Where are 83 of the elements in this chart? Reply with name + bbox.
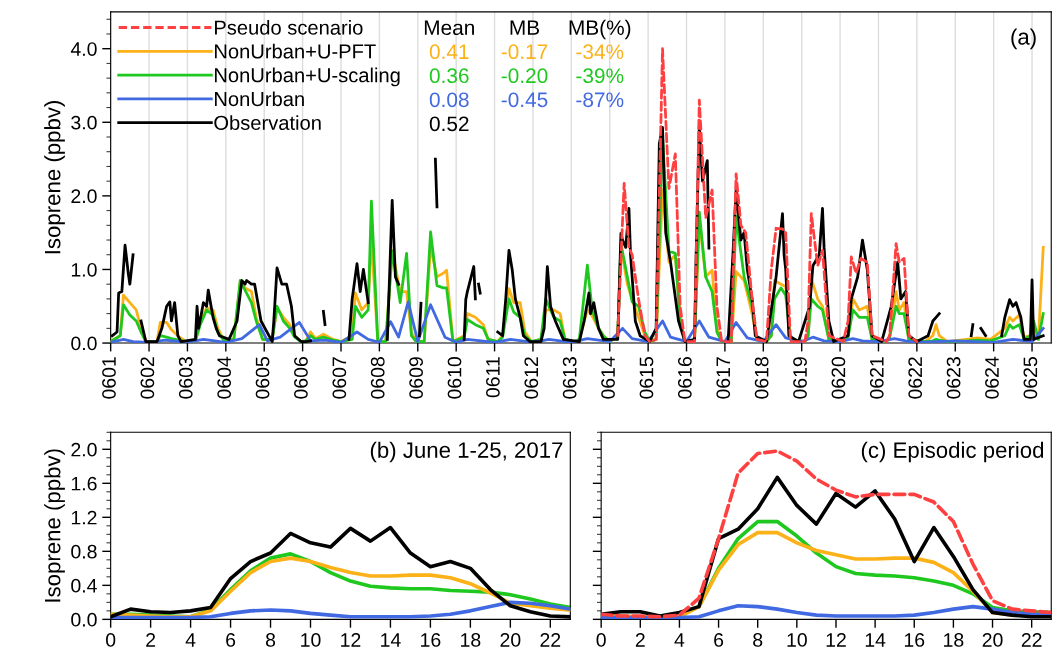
x-tick-label: 14: [381, 633, 401, 647]
x-tick-label: 0618: [754, 357, 769, 399]
x-tick-label: 2: [635, 633, 645, 647]
annotation: -0.45: [501, 92, 548, 108]
annotation: 0.08: [429, 92, 469, 108]
annotation: -39%: [576, 68, 624, 84]
annotation: 0.52: [429, 116, 469, 132]
x-tick-label: 2: [146, 633, 156, 647]
x-tick-label: 22: [540, 633, 561, 647]
x-tick-label: 0603: [178, 357, 193, 399]
y-tick-label: 1.6: [71, 476, 97, 491]
x-tick-label: 0610: [447, 357, 462, 399]
y-axis-title: Isoprene (ppbv): [44, 101, 65, 254]
x-tick-label: 20: [500, 633, 521, 647]
x-tick-label: 22: [1021, 633, 1042, 647]
x-tick-label: 0616: [677, 357, 692, 399]
y-tick-label: 0.0: [71, 336, 97, 351]
x-tick-label: 0608: [370, 357, 385, 399]
annotation: -34%: [576, 44, 624, 60]
x-tick-label: 0605: [255, 357, 270, 399]
y-tick-label: 3.0: [71, 115, 97, 130]
x-tick-label: 0607: [332, 357, 347, 399]
x-tick-label: 0: [596, 633, 606, 647]
x-tick-label: 0620: [831, 357, 846, 399]
y-axis-title: Isoprene (ppbv): [44, 449, 65, 602]
x-tick-label: 8: [265, 633, 276, 647]
y-tick-label: 1.0: [71, 262, 97, 277]
annotation: MB: [510, 20, 540, 35]
x-tick-label: 6: [226, 633, 236, 647]
x-tick-label: 0625: [1023, 357, 1038, 399]
x-tick-label: 16: [904, 633, 925, 647]
x-tick-label: 20: [982, 633, 1003, 647]
x-tick-label: 10: [787, 633, 807, 647]
legend-label: NonUrban: [215, 91, 304, 107]
y-tick-label: 0.0: [71, 612, 97, 627]
x-tick-label: 0606: [294, 357, 308, 399]
x-tick-label: 8: [753, 633, 763, 647]
annotation: -0.20: [501, 68, 548, 84]
x-tick-label: 0615: [639, 357, 654, 399]
y-tick-label: 2.0: [71, 189, 97, 204]
y-tick-label: 2.0: [71, 442, 97, 457]
x-tick-label: 0602: [140, 357, 155, 399]
x-tick-label: 0601: [102, 357, 116, 399]
chart-title: (b) June 1-25, 2017: [370, 441, 563, 463]
text: (a): [1011, 28, 1036, 50]
y-tick-label: 4.0: [70, 42, 97, 56]
x-tick-label: 18: [461, 633, 481, 647]
x-tick-label: 18: [944, 633, 964, 647]
annotation: 0.36: [429, 68, 469, 84]
x-tick-label: 0623: [946, 357, 961, 399]
x-tick-label: 0619: [793, 357, 807, 399]
x-tick-label: 0624: [985, 356, 999, 399]
x-tick-label: 14: [865, 633, 886, 647]
x-tick-label: 4: [674, 633, 685, 647]
x-tick-label: 0609: [409, 357, 423, 399]
x-tick-label: 16: [421, 633, 441, 647]
x-tick-label: 6: [714, 633, 724, 647]
x-tick-label: 0611: [486, 357, 500, 398]
x-tick-label: 0: [106, 633, 116, 647]
annotation: -87%: [576, 92, 624, 108]
y-tick-label: 1.2: [71, 510, 97, 525]
legend-label: Pseudo scenario: [215, 19, 363, 35]
x-tick-label: 12: [341, 633, 361, 647]
y-tick-label: 0.4: [71, 578, 97, 593]
x-tick-label: 0621: [869, 357, 884, 399]
x-tick-label: 4: [185, 633, 196, 647]
x-tick-label: 0612: [524, 357, 539, 399]
annotation: -0.17: [501, 44, 548, 60]
x-tick-label: 0617: [716, 357, 731, 399]
x-tick-label: 0622: [908, 357, 923, 399]
x-tick-label: 10: [301, 633, 321, 647]
x-tick-label: 12: [826, 633, 846, 647]
annotation: MB(%): [569, 19, 631, 40]
legend-label: Observation: [214, 115, 321, 130]
legend-label: NonUrban+U-PFT: [215, 43, 376, 59]
chart-title: (c) Episodic period: [861, 441, 1044, 463]
annotation: Mean: [424, 20, 474, 36]
legend-label: NonUrban+U-scaling: [215, 67, 400, 87]
annotation: 0.41: [429, 44, 469, 60]
y-tick-label: 0.8: [71, 544, 97, 559]
x-tick-label: 0613: [562, 357, 577, 399]
x-tick-label: 0604: [217, 356, 232, 399]
x-tick-label: 0614: [601, 356, 615, 399]
